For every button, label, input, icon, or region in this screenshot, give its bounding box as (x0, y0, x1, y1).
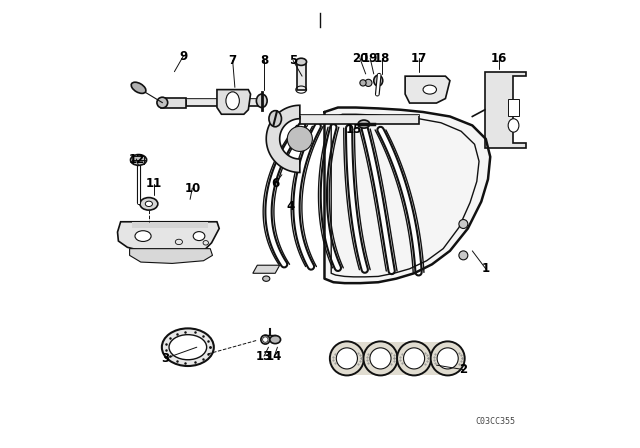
Text: 2: 2 (460, 363, 467, 376)
Text: 13: 13 (256, 349, 272, 363)
Ellipse shape (337, 348, 357, 369)
Text: 15: 15 (346, 123, 362, 137)
Polygon shape (118, 222, 219, 253)
Ellipse shape (374, 75, 383, 86)
Ellipse shape (169, 335, 207, 360)
Text: 12: 12 (128, 152, 145, 166)
Polygon shape (132, 222, 208, 228)
Ellipse shape (262, 337, 268, 342)
Ellipse shape (459, 220, 468, 228)
Text: 5: 5 (289, 54, 297, 67)
Polygon shape (297, 63, 306, 90)
Polygon shape (508, 99, 519, 116)
Text: C03CC355: C03CC355 (475, 418, 515, 426)
Polygon shape (129, 249, 212, 263)
Ellipse shape (358, 120, 370, 128)
Polygon shape (266, 105, 300, 172)
Ellipse shape (262, 276, 270, 281)
Polygon shape (405, 76, 450, 103)
Polygon shape (485, 72, 526, 148)
Polygon shape (324, 108, 490, 283)
Ellipse shape (437, 348, 458, 369)
Polygon shape (253, 265, 280, 273)
Text: 10: 10 (184, 181, 200, 195)
Text: 8: 8 (260, 54, 268, 67)
Ellipse shape (145, 201, 152, 207)
Text: 6: 6 (271, 177, 279, 190)
Ellipse shape (261, 335, 270, 344)
Polygon shape (300, 115, 419, 116)
Polygon shape (300, 115, 419, 124)
Polygon shape (186, 99, 264, 100)
Polygon shape (384, 342, 410, 375)
Polygon shape (418, 342, 444, 375)
Polygon shape (186, 99, 264, 106)
Ellipse shape (370, 348, 391, 369)
Ellipse shape (431, 341, 465, 375)
Polygon shape (161, 98, 186, 108)
Text: 17: 17 (410, 52, 427, 65)
Ellipse shape (257, 94, 267, 108)
Ellipse shape (157, 97, 168, 108)
Ellipse shape (459, 251, 468, 260)
Text: 7: 7 (228, 54, 237, 67)
Text: 20: 20 (352, 52, 368, 65)
Text: 9: 9 (179, 49, 188, 63)
Ellipse shape (131, 155, 147, 165)
Ellipse shape (423, 85, 436, 94)
Ellipse shape (287, 126, 312, 151)
Ellipse shape (360, 80, 366, 86)
Ellipse shape (296, 58, 307, 65)
Ellipse shape (269, 111, 282, 127)
Ellipse shape (404, 348, 424, 369)
Ellipse shape (131, 82, 146, 93)
Ellipse shape (330, 341, 364, 375)
Polygon shape (217, 90, 250, 114)
Text: 19: 19 (362, 52, 378, 65)
Ellipse shape (365, 79, 372, 86)
Text: 14: 14 (266, 349, 282, 363)
Text: 11: 11 (146, 177, 163, 190)
Text: 3: 3 (161, 352, 170, 365)
Ellipse shape (226, 92, 239, 110)
Ellipse shape (193, 232, 205, 241)
Text: 1: 1 (482, 262, 490, 276)
Ellipse shape (397, 341, 431, 375)
Ellipse shape (508, 119, 519, 132)
Text: 18: 18 (374, 52, 390, 65)
Ellipse shape (135, 231, 151, 241)
Text: 4: 4 (287, 199, 295, 213)
Ellipse shape (270, 336, 280, 344)
Text: 16: 16 (491, 52, 508, 65)
Ellipse shape (140, 198, 158, 210)
Polygon shape (351, 342, 377, 375)
Ellipse shape (162, 328, 214, 366)
Ellipse shape (364, 341, 397, 375)
